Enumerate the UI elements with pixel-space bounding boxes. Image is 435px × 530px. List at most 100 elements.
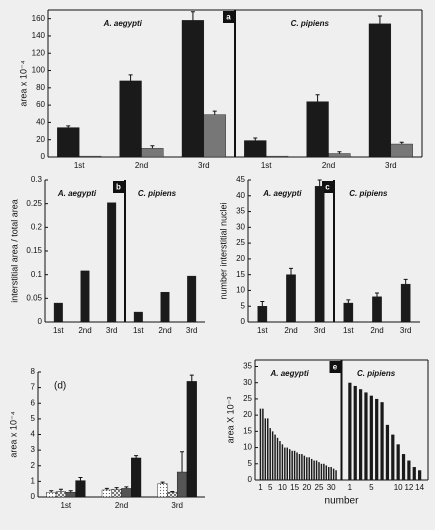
bar	[313, 460, 315, 480]
bar	[390, 143, 413, 158]
bar	[133, 311, 143, 323]
group-title: A. aegypti	[269, 369, 309, 378]
error-bar	[160, 481, 165, 484]
y-tick-label: 80	[36, 83, 45, 92]
bar	[343, 302, 354, 323]
x-axis-label: number	[325, 496, 360, 507]
y-tick-label: 15	[243, 426, 252, 435]
bar	[400, 283, 411, 323]
x-tick-label: 2nd	[115, 501, 128, 510]
error-bar	[78, 476, 83, 481]
error-bar	[180, 451, 185, 472]
bar	[315, 460, 318, 480]
bar	[186, 381, 197, 498]
y-axis-label: interstitial area / total area	[9, 199, 19, 303]
x-tick-label: 25	[315, 483, 324, 492]
panel-label: e	[333, 363, 338, 372]
bar	[291, 450, 293, 480]
bar	[380, 402, 384, 480]
bar	[328, 467, 330, 480]
x-tick-label: 3rd	[186, 326, 198, 335]
x-tick-label: 3rd	[400, 326, 412, 335]
panel-label: c	[325, 183, 330, 192]
error-bar	[170, 491, 175, 493]
bar	[141, 148, 164, 158]
x-tick-label: 10	[394, 483, 403, 492]
x-tick-label: 2nd	[370, 326, 383, 335]
error-bar	[253, 137, 258, 141]
panel-label: a	[226, 13, 231, 22]
bar	[325, 465, 328, 480]
bar	[348, 382, 352, 480]
y-tick-label: 20	[243, 410, 252, 419]
bar	[328, 153, 351, 158]
y-tick-label: 25	[243, 394, 252, 403]
group-title: C. pipiens	[349, 189, 388, 198]
bar	[57, 127, 80, 158]
y-tick-label: 2	[31, 461, 36, 470]
error-bar	[346, 299, 351, 304]
bar	[375, 398, 379, 480]
bar	[391, 434, 395, 480]
x-tick-label: 2nd	[135, 161, 148, 170]
y-tick-label: 120	[32, 48, 46, 57]
y-tick-label: 25	[236, 238, 245, 247]
bar	[385, 424, 390, 480]
x-tick-label: 1st	[261, 161, 272, 170]
x-tick-label: 1st	[60, 501, 71, 510]
bar	[46, 492, 57, 498]
error-bar	[377, 15, 382, 24]
bar	[353, 385, 357, 480]
error-bar	[124, 486, 129, 489]
bar	[276, 437, 279, 480]
error-bar	[403, 278, 408, 285]
bar	[284, 447, 286, 480]
error-bar	[337, 151, 342, 154]
bar	[271, 431, 274, 480]
y-tick-label: 0.1	[31, 270, 43, 279]
bar	[308, 457, 310, 480]
bar	[157, 483, 168, 498]
x-tick-label: 3rd	[314, 326, 326, 335]
x-tick-label: 3rd	[106, 326, 118, 335]
bar	[368, 23, 392, 158]
bar	[262, 408, 264, 480]
bar	[160, 291, 170, 323]
x-tick-label: 1st	[133, 326, 144, 335]
x-tick-label: 3rd	[198, 161, 210, 170]
x-tick-label: 30	[327, 483, 336, 492]
bar	[358, 389, 363, 480]
error-bar	[128, 74, 133, 81]
x-tick-label: 2nd	[284, 326, 297, 335]
error-bar	[289, 267, 293, 275]
bar	[286, 447, 289, 480]
error-bar	[58, 488, 63, 492]
error-bar	[134, 455, 139, 458]
x-tick-label: 20	[302, 483, 311, 492]
y-tick-label: 60	[36, 100, 45, 109]
bar	[121, 488, 132, 498]
x-tick-label: 12	[404, 483, 413, 492]
panel-label-box	[329, 361, 341, 373]
x-tick-label: 5	[268, 483, 273, 492]
bar	[396, 444, 400, 480]
bar	[301, 454, 303, 480]
bar	[80, 270, 90, 323]
error-bar	[212, 110, 217, 115]
panel-label-box	[113, 181, 124, 193]
y-tick-label: 0.15	[26, 246, 42, 255]
y-tick-label: 3	[31, 445, 36, 454]
y-tick-label: 15	[236, 270, 245, 279]
bar	[364, 392, 368, 480]
y-axis-label: area x 10⁻⁴	[8, 411, 18, 457]
error-bar	[399, 141, 404, 145]
bar	[286, 274, 296, 323]
bar	[303, 455, 306, 480]
bar	[55, 491, 67, 498]
bar	[407, 460, 411, 480]
bar	[53, 302, 63, 323]
bar	[401, 454, 406, 480]
bar	[65, 492, 76, 498]
bar	[274, 434, 276, 480]
bar	[131, 457, 142, 498]
